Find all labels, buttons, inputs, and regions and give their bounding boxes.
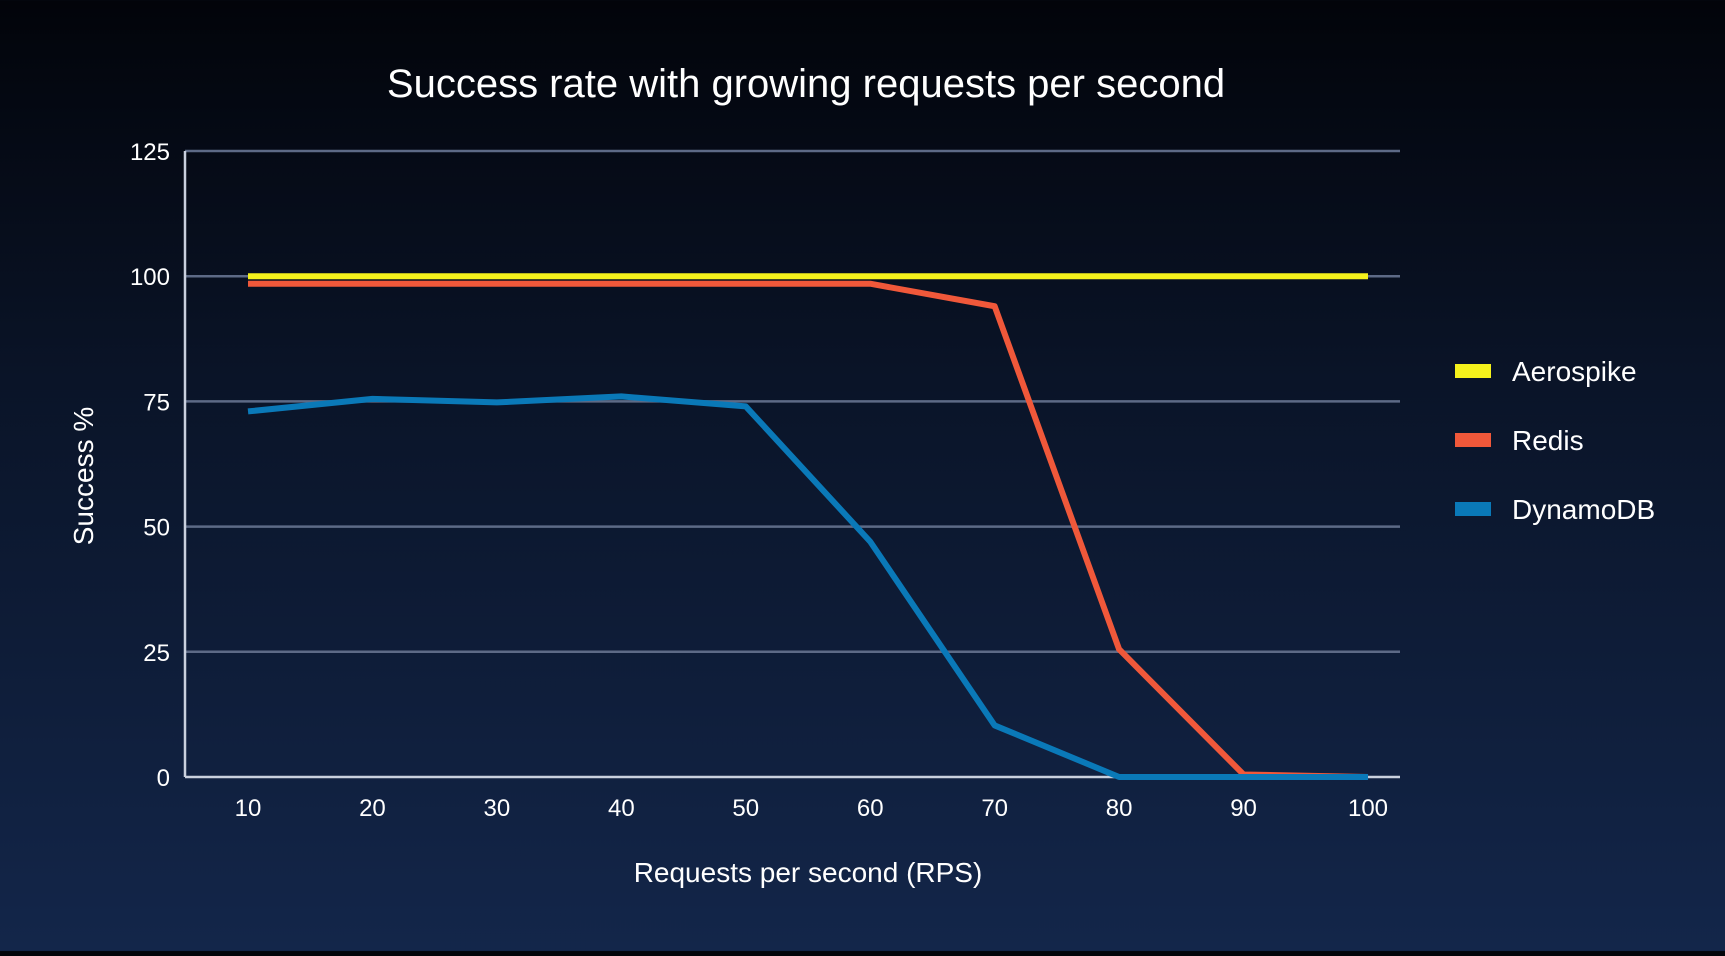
x-tick-label: 20	[359, 795, 386, 822]
y-tick-label: 25	[143, 640, 170, 667]
x-tick-label: 30	[484, 795, 511, 822]
tick-labels: 0 25 50 75 100 125 10 20 30 40 50 60 70 80 90 100	[130, 139, 1388, 822]
x-tick-label: 40	[608, 795, 635, 822]
legend-item-redis: Redis	[1455, 425, 1584, 456]
legend-item-aerospike: Aerospike	[1455, 356, 1637, 387]
x-tick-label: 70	[981, 795, 1008, 822]
legend-swatch	[1455, 502, 1491, 516]
y-axis-label: Success %	[68, 407, 99, 546]
y-tick-label: 0	[157, 765, 170, 792]
y-tick-label: 75	[143, 389, 170, 416]
chart-title: Success rate with growing requests per s…	[387, 62, 1225, 106]
legend-label: DynamoDB	[1512, 494, 1655, 525]
y-tick-label: 50	[143, 515, 170, 542]
legend-label: Aerospike	[1512, 356, 1637, 387]
legend: Aerospike Redis DynamoDB	[1455, 356, 1655, 525]
legend-item-dynamodb: DynamoDB	[1455, 494, 1655, 525]
x-tick-label: 10	[235, 795, 262, 822]
y-tick-label: 125	[130, 139, 170, 166]
x-tick-label: 60	[857, 795, 884, 822]
series-lines	[247, 273, 1369, 780]
y-tick-label: 100	[130, 264, 170, 291]
x-tick-label: 90	[1230, 795, 1257, 822]
x-axis-label: Requests per second (RPS)	[634, 857, 983, 888]
x-tick-label: 80	[1106, 795, 1133, 822]
legend-swatch	[1455, 433, 1491, 447]
series-line-redis	[248, 280, 1369, 780]
series-line-dynamodb	[247, 393, 1368, 780]
axes	[183, 151, 1400, 779]
x-tick-label: 100	[1348, 795, 1388, 822]
x-tick-label: 50	[732, 795, 759, 822]
legend-swatch	[1455, 364, 1491, 378]
legend-label: Redis	[1512, 425, 1584, 456]
